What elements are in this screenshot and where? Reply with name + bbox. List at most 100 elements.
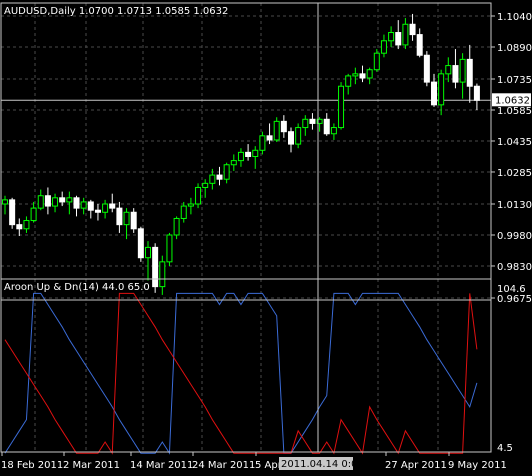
time-tick-label: 18 Feb 2011 [1, 460, 63, 471]
candle-body-bearish [137, 228, 144, 259]
candle-body-bearish [73, 197, 80, 209]
time-tick-label: 27 Apr 2011 [385, 460, 447, 471]
candle-body-bearish [416, 34, 423, 56]
candle-body-bullish [366, 69, 373, 79]
candle-body-bullish [102, 203, 109, 213]
indicator-pane-frame [0, 278, 492, 453]
price-tick-label: 1.0585 [497, 106, 532, 117]
candle-body-bullish [352, 73, 359, 77]
current-price-label: 1.0632 [495, 95, 530, 106]
time-tick-label: 9 May 2011 [448, 460, 507, 471]
candle-body-bullish [230, 160, 237, 166]
candle-body-bullish [187, 203, 194, 207]
candle-body-bullish [223, 164, 230, 180]
grid-lines [1, 3, 491, 452]
indicator-max-label: 104.6 [497, 284, 526, 295]
candle-body-bearish [395, 32, 402, 46]
candle-body-bearish [44, 195, 51, 207]
candle-body-bearish [466, 58, 473, 87]
candle-body-bullish [159, 261, 166, 288]
candle-body-bullish [273, 120, 280, 141]
candle-body-bullish [80, 201, 87, 209]
candle-body-bullish [145, 246, 151, 259]
crosshair-time-label-box [279, 457, 353, 470]
candle-body-bullish [438, 73, 445, 106]
candle-body-bullish [330, 127, 337, 135]
candle-body-bearish [87, 201, 94, 211]
candle-body-bullish [445, 65, 452, 75]
candle-body-bullish [30, 207, 37, 222]
candle-body-bullish [402, 23, 409, 46]
indicator-title: Aroon Up & Dn(14) 44.0 65.0 [4, 282, 150, 293]
price-tick-label: 1.0735 [497, 75, 532, 86]
candle-body-bearish [473, 85, 480, 101]
price-tick-label: 0.9830 [497, 262, 532, 273]
candle-body-bullish [345, 75, 352, 87]
time-tick-label: 2 Mar 2011 [63, 460, 120, 471]
candle-body-bearish [245, 151, 252, 157]
candle-body-bullish [173, 217, 180, 236]
aroon-indicator-lines [4, 292, 478, 455]
price-tick-label: 0.9675 [497, 294, 532, 305]
candle-body-bullish [316, 118, 323, 124]
candle-body-bullish [166, 234, 173, 263]
candle-body-bearish [309, 118, 316, 124]
candle-body-bullish [259, 135, 266, 151]
candle-body-bullish [459, 58, 466, 83]
candle-body-bullish [66, 197, 73, 203]
candle-body-bearish [94, 209, 101, 213]
main-chart-title: AUDUSD,Daily 1.0700 1.0713 1.0585 1.0632 [4, 6, 228, 17]
candle-body-bearish [409, 23, 416, 36]
price-tick-label: 1.0285 [497, 168, 532, 179]
price-tick-label: 1.0890 [497, 43, 532, 54]
candle-body-bullish [195, 186, 202, 205]
candle-body-bearish [59, 197, 66, 203]
candle-body-bullish [2, 199, 8, 205]
candle-body-bearish [16, 224, 23, 230]
candle-body-bearish [116, 207, 123, 226]
price-tick-label: 1.1040 [497, 12, 532, 23]
candle-body-bullish [302, 118, 309, 129]
candle-body-bullish [123, 211, 130, 226]
candlestick-series [2, 13, 480, 295]
aroon-up-line [4, 292, 478, 455]
candle-body-bearish [266, 135, 273, 141]
price-axis-ticks: 1.1040 1.0890 1.0735 1.0585 1.0435 1.0285 1.01… [491, 12, 532, 305]
candle-body-bearish [452, 65, 459, 83]
pane-frames [0, 2, 492, 453]
candle-body-bullish [202, 182, 209, 188]
crosshair-time-label: 2011.04.14 0:00 [281, 459, 364, 470]
price-tick-label: 1.0130 [497, 200, 532, 211]
candle-body-bearish [423, 54, 430, 83]
candle-body-bearish [130, 211, 137, 230]
candle-body-bullish [252, 149, 259, 157]
candle-body-bullish [373, 52, 380, 71]
candle-body-bullish [388, 32, 395, 42]
candle-body-bearish [323, 118, 330, 135]
candle-body-bullish [52, 197, 59, 207]
candle-body-bullish [23, 220, 30, 230]
candle-body-bearish [288, 131, 294, 145]
time-tick-label: 14 Mar 2011 [130, 460, 193, 471]
current-price-label-box [492, 93, 531, 107]
candle-body-bearish [359, 73, 366, 79]
candle-body-bearish [431, 81, 437, 106]
candle-body-bearish [216, 174, 223, 180]
candle-body-bullish [295, 127, 302, 145]
candle-body-bullish [209, 174, 216, 184]
price-tick-label: 0.9980 [497, 231, 532, 242]
candle-body-bullish [37, 195, 44, 209]
candle-body-bullish [237, 151, 244, 162]
price-tick-label: 1.0435 [497, 137, 532, 148]
candle-body-bearish [9, 199, 16, 226]
candle-body-bearish [109, 203, 116, 209]
candle-body-bullish [380, 40, 387, 54]
time-tick-label: 24 Mar 2011 [192, 460, 255, 471]
indicator-min-label: 4.5 [497, 443, 513, 454]
candle-body-bullish [338, 85, 345, 129]
main-pane-frame [0, 2, 492, 301]
candle-body-bullish [180, 205, 187, 219]
